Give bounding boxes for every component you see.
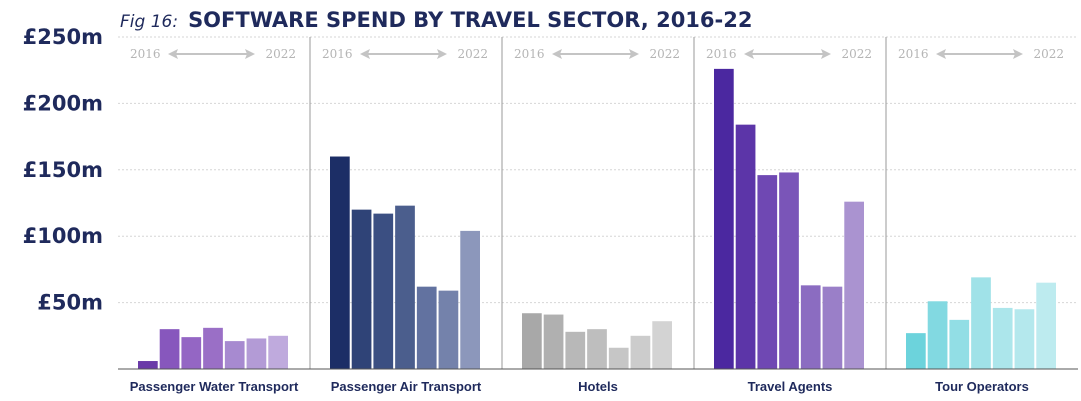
bar: [1014, 309, 1035, 369]
bar: [757, 175, 778, 369]
bar: [565, 331, 586, 369]
bar: [844, 201, 864, 369]
y-tick-label: £100m: [23, 224, 103, 248]
gridlines: [118, 36, 1078, 304]
y-tick-label: £50m: [37, 291, 103, 315]
bar: [246, 338, 267, 369]
bar: [927, 301, 948, 369]
bar: [460, 230, 480, 369]
bar: [822, 286, 843, 369]
category-label: Travel Agents: [748, 379, 833, 394]
bar: [779, 172, 799, 369]
bar: [1036, 282, 1056, 369]
sector-panel: 2016 2022 Hotels: [514, 37, 695, 394]
bar: [268, 335, 288, 369]
bar: [203, 327, 223, 369]
chart-title-main: SOFTWARE SPEND BY TRAVEL SECTOR, 2016-22: [188, 8, 752, 32]
sector-panel: 2016 2022 Passenger Air Transport: [322, 37, 503, 394]
range-end-label: 2022: [457, 47, 488, 61]
category-label: Passenger Water Transport: [130, 379, 299, 394]
double-arrow-icon: [552, 49, 639, 59]
bar: [416, 286, 437, 369]
range-end-label: 2022: [265, 47, 296, 61]
range-start-label: 2016: [322, 47, 353, 61]
double-arrow-icon: [360, 49, 447, 59]
sector-panel: 2016 2022 Tour Operators: [898, 47, 1064, 394]
category-label: Hotels: [578, 379, 618, 394]
bar: [330, 156, 350, 369]
sector-panel: 2016 2022 Travel Agents: [706, 37, 887, 394]
bar: [224, 341, 245, 369]
bar: [181, 337, 202, 369]
chart-title-prefix: Fig 16:: [120, 12, 178, 32]
bar: [971, 277, 991, 369]
category-label: Tour Operators: [935, 379, 1029, 394]
bar: [714, 68, 734, 369]
range-start-label: 2016: [706, 47, 737, 61]
bar: [630, 335, 651, 369]
range-start-label: 2016: [898, 47, 929, 61]
bar: [159, 329, 180, 369]
category-label: Passenger Air Transport: [331, 379, 482, 394]
bar: [351, 209, 372, 369]
range-end-label: 2022: [841, 47, 872, 61]
range-end-label: 2022: [1033, 47, 1064, 61]
bar: [800, 285, 821, 369]
bar: [735, 124, 756, 369]
sector-panels: 2016 2022 Passenger Water Transport 2016 202…: [130, 37, 1064, 394]
bar: [906, 333, 926, 369]
range-end-label: 2022: [649, 47, 680, 61]
bar: [138, 361, 158, 369]
bar: [587, 329, 607, 369]
bar: [652, 321, 672, 369]
y-axis-labels: £50m £100m £150m £200m £250m: [23, 25, 103, 315]
y-tick-label: £250m: [23, 25, 103, 49]
y-tick-label: £150m: [23, 158, 103, 182]
bar: [543, 314, 564, 369]
bar: [438, 290, 459, 369]
double-arrow-icon: [168, 49, 255, 59]
chart-title: Fig 16: SOFTWARE SPEND BY TRAVEL SECTOR,…: [120, 8, 752, 32]
double-arrow-icon: [936, 49, 1023, 59]
bar: [522, 313, 542, 369]
bar: [395, 205, 415, 369]
bar: [373, 213, 394, 369]
double-arrow-icon: [744, 49, 831, 59]
range-start-label: 2016: [130, 47, 161, 61]
range-start-label: 2016: [514, 47, 545, 61]
sector-panel: 2016 2022 Passenger Water Transport: [130, 37, 311, 394]
bar: [949, 319, 970, 369]
bar: [992, 307, 1013, 369]
bar: [608, 347, 629, 369]
y-tick-label: £200m: [23, 91, 103, 115]
